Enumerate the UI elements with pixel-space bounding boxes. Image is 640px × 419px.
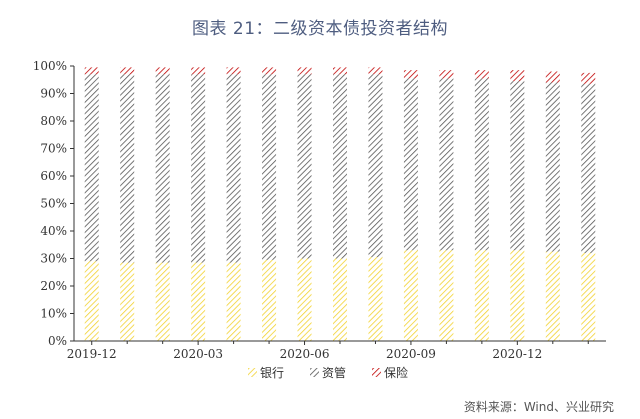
bars-group (84, 67, 596, 341)
bar-segment-银行-13 (545, 251, 560, 341)
legend-swatch-银行 (248, 368, 257, 377)
x-tick-label: 2020-09 (386, 347, 436, 361)
bar-segment-资管-0 (84, 74, 99, 262)
y-tick-label: 40% (40, 224, 67, 238)
bar-segment-资管-8 (368, 74, 383, 258)
chart-title: 图表 21：二级资本债投资者结构 (191, 19, 449, 39)
bar-segment-保险-5 (262, 67, 277, 75)
bar-segment-资管-6 (297, 74, 312, 259)
bar-segment-保险-7 (333, 67, 347, 75)
bar-segment-资管-10 (439, 78, 454, 251)
bar-segment-资管-3 (191, 74, 206, 263)
bar-segment-银行-11 (474, 250, 489, 341)
bar-segment-保险-14 (581, 72, 596, 84)
bar-segment-保险-3 (191, 67, 206, 75)
bar-segment-资管-2 (155, 74, 170, 263)
y-tick-label: 20% (40, 279, 67, 293)
bar-segment-保险-8 (368, 67, 383, 75)
x-tick-label: 2020-06 (280, 347, 330, 361)
x-tick-label: 2019-12 (67, 347, 117, 361)
y-tick-label: 30% (40, 252, 67, 266)
bar-segment-银行-14 (581, 253, 596, 341)
x-tick-label: 2020-03 (173, 347, 223, 361)
bar-segment-资管-14 (581, 83, 596, 253)
bar-segment-银行-3 (191, 262, 206, 341)
bar-segment-保险-12 (510, 70, 525, 82)
bar-segment-资管-7 (333, 74, 347, 259)
bar-segment-资管-1 (120, 74, 135, 263)
bar-segment-银行-6 (297, 258, 312, 341)
legend-label: 资管 (322, 365, 346, 380)
bar-segment-银行-5 (262, 259, 277, 341)
bar-segment-银行-8 (368, 257, 383, 341)
bar-segment-保险-6 (297, 67, 312, 75)
y-tick-label: 0% (48, 334, 67, 348)
y-tick-label: 10% (40, 307, 67, 321)
legend-swatch-资管 (310, 368, 319, 377)
bar-segment-保险-4 (226, 67, 241, 75)
bar-segment-银行-7 (333, 258, 347, 341)
bar-segment-保险-10 (439, 70, 454, 79)
x-tick-label: 2020-12 (492, 347, 542, 361)
y-tick-label: 100% (33, 59, 67, 73)
y-tick-label: 90% (40, 87, 67, 101)
bar-segment-银行-9 (403, 250, 418, 341)
y-tick-label: 60% (40, 169, 67, 183)
bar-segment-银行-4 (226, 262, 241, 341)
bar-segment-资管-5 (262, 74, 277, 260)
y-tick-label: 70% (40, 142, 67, 156)
bar-segment-保险-1 (120, 67, 135, 75)
bar-segment-保险-11 (474, 70, 489, 79)
bar-segment-银行-2 (155, 262, 170, 341)
axes-group: 0% 10% 20% 30% 40% 50% 60% 70% 80% 90% 100% 2019-12… (33, 59, 606, 361)
bar-segment-资管-12 (510, 81, 525, 251)
legend: 银行 资管 保险 (248, 365, 408, 380)
bar-segment-保险-13 (545, 71, 560, 83)
y-tick-label: 80% (40, 114, 67, 128)
bar-segment-资管-4 (226, 74, 241, 263)
legend-label: 银行 (260, 366, 284, 380)
legend-swatch-保险 (372, 368, 381, 377)
bar-segment-银行-0 (84, 261, 99, 341)
bar-segment-保险-9 (403, 70, 418, 79)
bar-segment-保险-0 (84, 67, 99, 75)
bar-segment-银行-12 (510, 250, 525, 341)
bar-segment-银行-10 (439, 250, 454, 341)
bar-segment-银行-1 (120, 262, 135, 341)
source-note: 资料来源：Wind、兴业研究 (463, 400, 614, 414)
y-tick-label: 50% (40, 197, 67, 211)
bar-segment-资管-11 (474, 78, 489, 251)
bar-segment-资管-13 (545, 82, 560, 252)
legend-label: 保险 (384, 365, 408, 380)
bar-segment-保险-2 (155, 67, 170, 75)
bar-segment-资管-9 (403, 78, 418, 251)
